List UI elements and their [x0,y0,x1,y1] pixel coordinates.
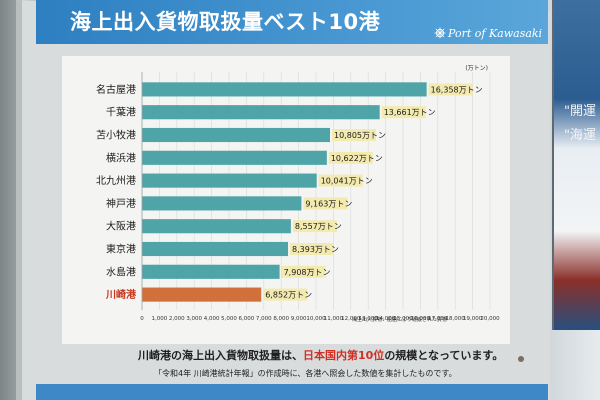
value-label-box [428,83,473,96]
category-label: 北九州港 [96,175,136,187]
bar-chart: 0 1,000 2,000 3,000 4,000 5,000 6,000 7,000 8,00… [96,65,500,322]
value-label: 8,393万トン [292,245,339,254]
value-label-box [318,174,363,187]
poster-bottom-band [36,384,548,400]
bar [142,287,262,302]
bar [142,127,331,143]
category-label: 川崎港 [105,288,137,301]
category-label: 大阪港 [106,220,136,233]
x-tick-label: 19,000 [463,316,483,322]
x-tick-label: 11,000 [324,316,344,322]
x-tick-label: 4,000 [204,316,220,322]
x-tick-label: 13,000 [359,316,379,322]
x-tick-label: 2,000 [169,316,185,322]
adjacent-poster-text-1: "開運 [564,104,596,119]
poster-header: 海上出入貨物取扱量ベスト10港 Port of Kawasaki [36,0,548,44]
value-label: 13,661万トン [384,108,436,117]
bar [142,264,280,279]
value-label-box [303,197,348,210]
x-tick-label: 12,000 [341,316,361,322]
x-tick-label: 20,000 [480,316,500,322]
value-label-box [332,129,377,141]
category-label: 名古屋港 [96,83,136,96]
x-tick-label: 16,000 [411,316,431,322]
value-label: 6,852万トン [265,291,312,300]
value-label-box [263,288,308,301]
x-tick-label: 5,000 [221,316,237,322]
footnote: 海上出入貨物：船舶により運搬された貨物 [352,317,447,323]
category-label: 東京港 [106,243,136,256]
category-label: 水島港 [106,265,136,278]
value-label: 10,622万トン [331,154,383,163]
x-tick-label: 3,000 [186,316,202,322]
port-brand: Port of Kawasaki [448,27,543,40]
caption-text-post: の規模となっています。 [384,349,504,362]
value-label: 10,805万トン [334,131,386,140]
bar [142,150,327,165]
x-tick-label: 17,000 [428,316,448,322]
mount-screw [518,356,524,362]
bar [142,173,317,188]
value-label: 16,358万トン [431,85,483,94]
category-label: 横浜港 [106,151,136,164]
ship-wheel-icon [434,27,446,39]
poster-title: 海上出入貨物取扱量ベスト10港 [70,10,381,34]
x-tick-label: 8,000 [273,316,289,322]
caption-text-pre: 川崎港の海上出入貨物取扱量は、 [138,349,303,362]
x-tick-label: 1,000 [152,316,168,322]
x-tick-label: 6,000 [239,316,255,322]
value-label: 8,557万トン [295,222,342,231]
caption-rank-highlight: 日本国内第10位 [303,349,385,362]
unit-label: (万トン) [465,65,488,72]
adjacent-poster-text-2: "海運 [564,128,596,143]
value-label-box [328,151,373,164]
value-label-box [381,106,426,119]
value-label-box [281,265,326,278]
bar [142,219,291,234]
bar [142,196,302,211]
bar [142,82,427,97]
adjacent-poster: "開運 "海運 [552,0,600,330]
value-label: 9,163万トン [305,199,352,208]
value-label-box [292,220,337,233]
bar [142,105,380,120]
x-tick-label: 14,000 [376,316,396,322]
x-tick-label: 7,000 [256,316,272,322]
category-label: 千葉港 [106,106,136,119]
category-label: 苫小牧港 [96,129,136,142]
x-tick-label: 18,000 [446,316,466,322]
value-label-box [290,243,335,255]
x-tick-label: 0 [140,316,144,322]
category-label: 神戸港 [106,197,136,210]
x-tick-label: 15,000 [393,316,413,322]
value-label: 10,041万トン [321,177,373,186]
value-label: 7,908万トン [284,268,331,277]
x-tick-label: 9,000 [291,316,307,322]
bar [142,241,289,257]
source-note: 「令和4年 川崎港統計年報」の作成時に、各港へ照会した数値を集計したものです。 [154,369,457,378]
x-tick-label: 10,000 [306,316,326,322]
poster-caption: 川崎港の海上出入貨物取扱量は、日本国内第10位の規模となっています。 [138,347,503,363]
